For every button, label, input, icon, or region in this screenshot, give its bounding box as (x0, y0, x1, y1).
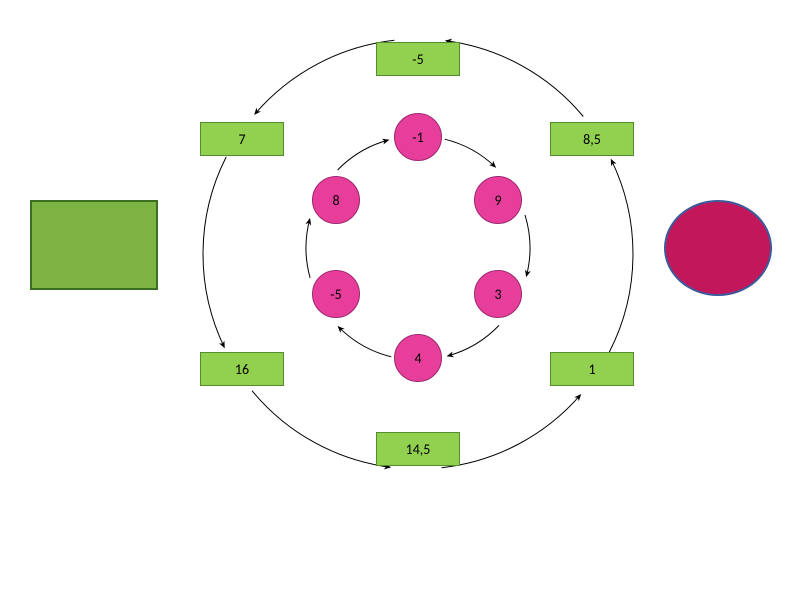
outer-node-label: 16 (235, 361, 249, 378)
outer-node-o4: 16 (200, 352, 284, 386)
edge-o3-o2 (442, 395, 581, 468)
inner-node-label: -5 (330, 286, 341, 303)
outer-node-label: 7 (238, 131, 245, 148)
inner-node-i1: 9 (474, 176, 522, 224)
edge-o5-o4 (203, 157, 226, 347)
side-large-rect (30, 200, 158, 290)
outer-node-o2: 1 (550, 352, 634, 386)
outer-node-label: 8,5 (583, 131, 601, 148)
arrows-layer (0, 0, 800, 600)
outer-node-o0: -5 (376, 42, 460, 76)
edge-i2-i3 (448, 325, 499, 356)
inner-node-label: 8 (332, 192, 339, 209)
edge-o2-o1 (609, 160, 633, 352)
inner-node-label: 3 (494, 286, 501, 303)
edge-o1-o0 (446, 41, 583, 117)
inner-node-i4: -5 (312, 270, 360, 318)
outer-node-label: 14,5 (406, 441, 431, 458)
outer-node-label: -5 (412, 51, 423, 68)
inner-node-i2: 3 (474, 270, 522, 318)
outer-node-label: 1 (588, 361, 595, 378)
inner-node-i3: 4 (394, 334, 442, 382)
outer-node-o1: 8,5 (550, 122, 634, 156)
outer-node-o5: 7 (200, 122, 284, 156)
edge-i5-i0 (338, 140, 389, 170)
edge-o0-o5 (255, 40, 395, 114)
edge-i3-i4 (338, 327, 391, 357)
edge-o4-o3 (252, 391, 390, 468)
inner-node-i0: -1 (394, 113, 442, 161)
outer-node-o3: 14,5 (376, 432, 460, 466)
inner-node-i5: 8 (312, 176, 360, 224)
edge-i4-i5 (306, 219, 310, 278)
inner-node-label: 9 (494, 192, 501, 209)
side-large-ellipse (664, 200, 772, 296)
edge-i0-i1 (445, 139, 496, 167)
inner-node-label: -1 (412, 129, 423, 146)
inner-node-label: 4 (414, 350, 421, 367)
edge-i1-i2 (525, 215, 530, 276)
